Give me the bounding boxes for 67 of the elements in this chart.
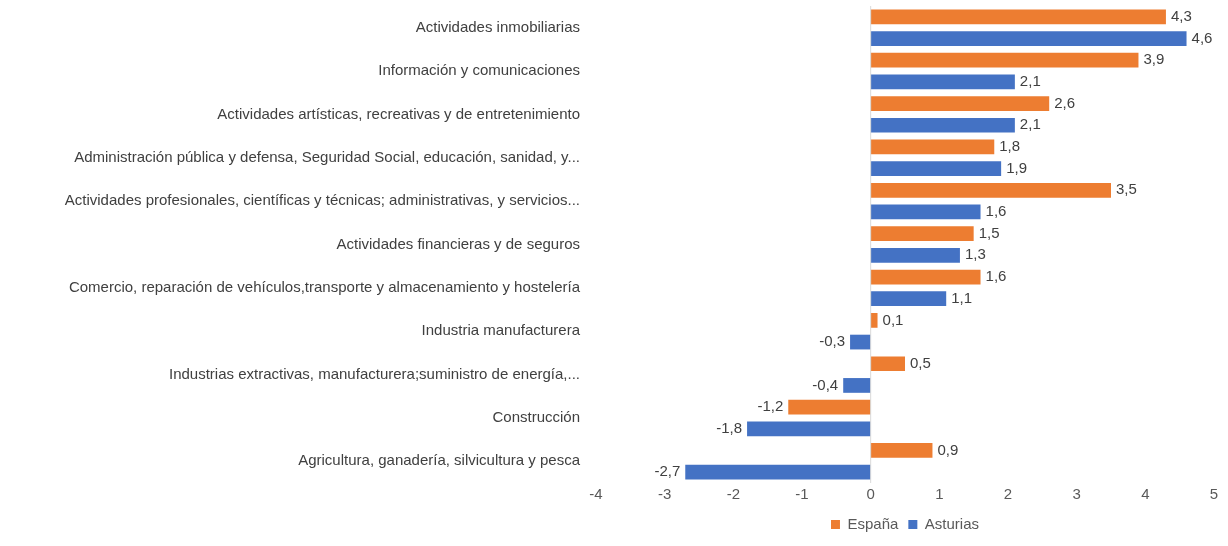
x-tick-label: 0 (866, 485, 875, 503)
data-label: 1,5 (978, 223, 1000, 241)
data-label: 3,5 (1116, 180, 1137, 198)
data-label: -2,7 (654, 462, 681, 480)
bar (870, 291, 947, 307)
y-tick-label: Construcción (492, 408, 580, 426)
bar (870, 117, 1015, 133)
data-label: 1,6 (985, 267, 1007, 285)
bar (870, 96, 1050, 111)
bar (870, 74, 1015, 90)
bar (850, 334, 871, 350)
data-label: 2,1 (1019, 115, 1041, 133)
data-label: 3,9 (1143, 50, 1165, 68)
bar (685, 464, 871, 480)
y-tick-label: Agricultura, ganadería, silvicultura y pesca (298, 451, 581, 469)
data-label: 1,6 (985, 202, 1007, 220)
data-label: -0,3 (819, 332, 846, 350)
bar (870, 182, 1111, 198)
data-label: 1,1 (951, 288, 973, 306)
bar (870, 356, 905, 372)
x-tick-label: 3 (1072, 485, 1081, 503)
data-label: 0,1 (882, 310, 904, 328)
x-tick-label: 5 (1209, 485, 1219, 503)
y-tick-label: Actividades artísticas, recreativas y de entretenimiento (217, 104, 580, 122)
data-label: -0,4 (812, 375, 839, 393)
y-tick-label: Administración pública y defensa, Seguridad Social, educación, sanidad, y... (74, 147, 580, 165)
bar (870, 9, 1166, 25)
legend-label: España (847, 514, 899, 532)
legend-label: Asturias (924, 514, 980, 532)
bar (870, 269, 981, 285)
x-tick-label: 2 (1003, 485, 1013, 503)
x-tick-label: -2 (726, 485, 741, 503)
bar (870, 247, 960, 263)
bar (870, 52, 1139, 68)
bar (870, 204, 981, 220)
data-label: 2,1 (1019, 72, 1041, 90)
bar (870, 226, 974, 242)
x-tick-label: -4 (589, 485, 603, 503)
data-label: 0,9 (937, 440, 959, 458)
bar (788, 399, 871, 415)
x-tick-label: -1 (795, 485, 809, 503)
y-tick-label: Actividades financieras y de seguros (336, 234, 580, 252)
data-label: 4,6 (1191, 28, 1213, 46)
x-tick-label: -3 (657, 485, 672, 503)
bar (870, 313, 878, 328)
data-label: -1,2 (757, 397, 784, 415)
y-tick-label: Industria manufacturera (421, 321, 581, 339)
bar (870, 443, 933, 458)
bar (870, 31, 1187, 46)
x-tick-label: 1 (935, 485, 944, 503)
y-tick-label: Actividades inmobiliarias (415, 17, 580, 35)
data-label: 1,8 (999, 137, 1021, 155)
data-label: 0,5 (910, 353, 931, 371)
data-label: 1,9 (1006, 158, 1027, 176)
bar (870, 161, 1002, 176)
y-tick-label: Industrias extractivas, manufacturera;suministro de energía,... (168, 364, 580, 382)
data-label: 1,3 (964, 245, 986, 263)
bar (747, 421, 871, 437)
bar (843, 378, 871, 393)
y-tick-label: Comercio, reparación de vehículos,transporte y almacenamiento y hostelería (68, 278, 581, 295)
data-label: 4,3 (1170, 6, 1192, 24)
bar (870, 139, 995, 155)
y-tick-label: Actividades profesionales, científicas y técnicas; administrativas, y servicios... (64, 191, 580, 209)
x-tick-label: 4 (1141, 485, 1150, 503)
data-label: -1,8 (716, 418, 743, 436)
data-label: 2,6 (1054, 93, 1076, 111)
y-tick-label: Información y comunicaciones (378, 61, 580, 79)
